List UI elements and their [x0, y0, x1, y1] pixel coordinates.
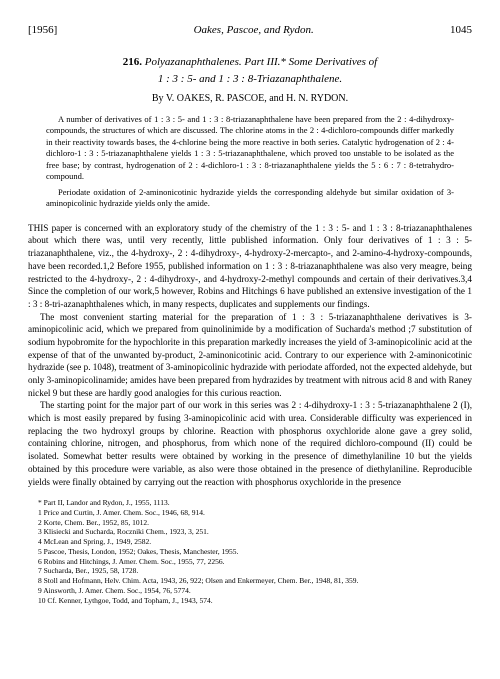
body-para-2: The most convenient starting material fo…: [28, 311, 472, 400]
lead-word: THIS: [28, 223, 48, 233]
footnote-3: 3 Klisiecki and Sucharda, Roczniki Chem.…: [28, 527, 472, 537]
footnote-6: 6 Robins and Hitchings, J. Amer. Chem. S…: [28, 557, 472, 567]
footnote-9: 9 Ainsworth, J. Amer. Chem. Soc., 1954, …: [28, 586, 472, 596]
abstract-para-2: Periodate oxidation of 2-aminonicotinic …: [46, 187, 454, 210]
footnote-star: * Part II, Landor and Rydon, J., 1955, 1…: [28, 498, 472, 508]
header-year: [1956]: [28, 24, 57, 36]
page: [1956] Oakes, Pascoe, and Rydon. 1045 21…: [0, 0, 500, 625]
running-header: [1956] Oakes, Pascoe, and Rydon. 1045: [28, 24, 472, 36]
abstract-para-1: A number of derivatives of 1 : 3 : 5- an…: [46, 114, 454, 183]
footnotes: * Part II, Landor and Rydon, J., 1955, 1…: [28, 498, 472, 605]
body-text: THIS paper is concerned with an explorat…: [28, 222, 472, 488]
body-para-1: THIS paper is concerned with an explorat…: [28, 222, 472, 311]
article-title: 216. Polyazanaphthalenes. Part III.* Som…: [28, 54, 472, 87]
footnote-5: 5 Pascoe, Thesis, London, 1952; Oakes, T…: [28, 547, 472, 557]
footnote-4: 4 McLean and Spring, J., 1949, 2582.: [28, 537, 472, 547]
footnote-1: 1 Price and Curtin, J. Amer. Chem. Soc.,…: [28, 508, 472, 518]
footnote-7: 7 Sucharda, Ber., 1925, 58, 1728.: [28, 566, 472, 576]
body-para-1-rest: paper is concerned with an exploratory s…: [28, 223, 472, 309]
title-line-1: Polyazanaphthalenes. Part III.* Some Der…: [145, 56, 377, 68]
title-line-2: 1 : 3 : 5- and 1 : 3 : 8-Triazanaphthale…: [158, 73, 342, 85]
footnote-10: 10 Cf. Kenner, Lythgoe, Todd, and Topham…: [28, 596, 472, 606]
footnote-8: 8 Stoll and Hofmann, Helv. Chim. Acta, 1…: [28, 576, 472, 586]
header-authors: Oakes, Pascoe, and Rydon.: [194, 24, 314, 36]
header-page-number: 1045: [450, 24, 472, 36]
author-line: By V. OAKES, R. PASCOE, and H. N. RYDON.: [28, 93, 472, 104]
footnote-2: 2 Korte, Chem. Ber., 1952, 85, 1012.: [28, 518, 472, 528]
body-para-3: The starting point for the major part of…: [28, 399, 472, 488]
article-number: 216.: [123, 56, 142, 68]
abstract: A number of derivatives of 1 : 3 : 5- an…: [46, 114, 454, 210]
